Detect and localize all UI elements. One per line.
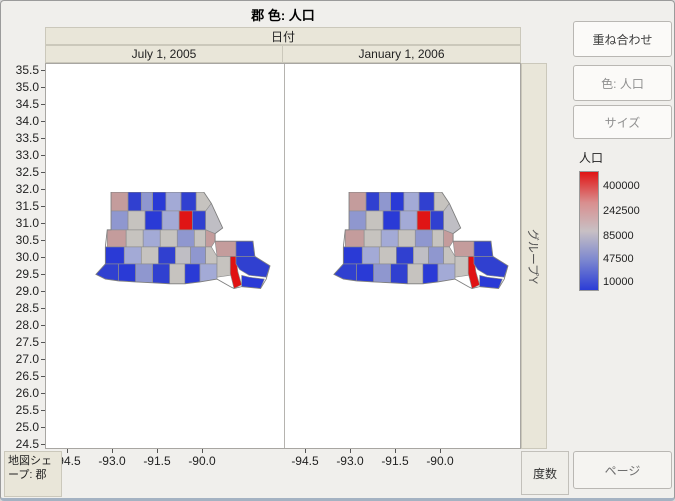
panel-header-january-2006: January 1, 2006 — [283, 45, 521, 63]
y-tick-mark — [41, 291, 45, 292]
x-tick-mark — [157, 449, 158, 453]
y-tick-mark — [41, 87, 45, 88]
freq-zone[interactable]: 度数 — [521, 451, 569, 495]
panel-header-july-2005: July 1, 2005 — [45, 45, 283, 63]
x-tick-label: -94.5 — [291, 454, 319, 468]
y-tick-label: 28.5 — [15, 301, 39, 315]
y-tick-mark — [41, 240, 45, 241]
panel-divider — [284, 64, 285, 448]
y-tick-label: 34.5 — [15, 97, 39, 111]
y-tick-mark — [41, 206, 45, 207]
y-tick-label: 31.0 — [15, 216, 39, 230]
y-tick-mark — [41, 444, 45, 445]
x-tick-label: -91.5 — [143, 454, 171, 468]
x-tick-mark — [305, 449, 306, 453]
panel-headers: July 1, 2005 January 1, 2006 — [45, 45, 521, 63]
y-tick-label: 26.5 — [15, 369, 39, 383]
legend-gradient-bar[interactable] — [579, 171, 599, 291]
y-tick-mark — [41, 376, 45, 377]
legend-ticks: 400000 242500 85000 47500 10000 — [603, 171, 663, 291]
y-tick-label: 30.0 — [15, 250, 39, 264]
y-tick-label: 24.5 — [15, 437, 39, 451]
louisiana-choropleth-map-2006[interactable] — [330, 192, 510, 298]
y-tick-label: 35.0 — [15, 80, 39, 94]
group-y-strip[interactable]: グループY — [521, 63, 547, 449]
y-tick-mark — [41, 393, 45, 394]
y-tick-label: 25.5 — [15, 403, 39, 417]
y-tick-mark — [41, 121, 45, 122]
y-tick-mark — [41, 427, 45, 428]
color-button[interactable]: 色: 人口 — [573, 65, 672, 101]
y-tick-mark — [41, 138, 45, 139]
x-tick-mark — [440, 449, 441, 453]
y-tick-mark — [41, 70, 45, 71]
graph-title: 郡 色: 人口 — [251, 8, 315, 23]
overlay-button-label: 重ね合わせ — [592, 32, 653, 47]
y-tick-mark — [41, 274, 45, 275]
facet-variable-header[interactable]: 日付 — [45, 27, 521, 45]
y-tick-mark — [41, 223, 45, 224]
y-tick-mark — [41, 257, 45, 258]
y-tick-label: 31.5 — [15, 199, 39, 213]
color-button-label: 色: 人口 — [601, 76, 644, 91]
y-tick-label: 32.5 — [15, 165, 39, 179]
map-shape-zone[interactable]: 地図シェープ: 郡 — [4, 451, 62, 497]
y-tick-mark — [41, 359, 45, 360]
y-axis[interactable]: 35.5 35.0 34.5 34.0 33.5 33.0 32.5 32.0 31.5 31.0… — [1, 1, 45, 498]
y-tick-label: 33.0 — [15, 148, 39, 162]
y-tick-mark — [41, 104, 45, 105]
plot-area[interactable] — [45, 63, 521, 449]
y-tick-mark — [41, 155, 45, 156]
y-tick-label: 27.5 — [15, 335, 39, 349]
x-tick-mark — [395, 449, 396, 453]
y-tick-label: 27.0 — [15, 352, 39, 366]
legend-title: 人口 — [579, 151, 604, 165]
y-tick-label: 29.5 — [15, 267, 39, 281]
x-tick-label: -90.0 — [188, 454, 216, 468]
y-tick-mark — [41, 172, 45, 173]
x-tick-mark — [67, 449, 68, 453]
x-tick-label: -93.0 — [336, 454, 364, 468]
y-tick-mark — [41, 410, 45, 411]
x-tick-label: -90.0 — [426, 454, 454, 468]
y-tick-label: 29.0 — [15, 284, 39, 298]
y-tick-label: 30.5 — [15, 233, 39, 247]
x-tick-label: -93.0 — [98, 454, 126, 468]
y-tick-label: 35.5 — [15, 63, 39, 77]
y-tick-label: 28.0 — [15, 318, 39, 332]
y-tick-mark — [41, 308, 45, 309]
page-button-label: ページ — [604, 463, 641, 478]
overlay-button[interactable]: 重ね合わせ — [573, 21, 672, 57]
louisiana-choropleth-map-2005[interactable] — [92, 192, 272, 298]
facet-variable-label: 日付 — [270, 29, 295, 44]
size-button-label: サイズ — [604, 115, 641, 130]
y-tick-label: 34.0 — [15, 114, 39, 128]
x-tick-label: -91.5 — [381, 454, 409, 468]
legend-tick-label: 85000 — [603, 230, 634, 242]
legend-tick-label: 242500 — [603, 205, 640, 217]
y-tick-mark — [41, 189, 45, 190]
y-tick-label: 26.0 — [15, 386, 39, 400]
y-tick-mark — [41, 325, 45, 326]
freq-zone-label: 度数 — [532, 466, 557, 481]
x-tick-mark — [202, 449, 203, 453]
y-tick-label: 32.0 — [15, 182, 39, 196]
legend-tick-label: 10000 — [603, 276, 634, 288]
legend-tick-label: 400000 — [603, 180, 640, 192]
size-button[interactable]: サイズ — [573, 105, 672, 139]
group-y-label: グループY — [526, 228, 541, 284]
y-tick-label: 25.0 — [15, 420, 39, 434]
legend-tick-label: 47500 — [603, 253, 634, 265]
x-tick-mark — [112, 449, 113, 453]
page-button[interactable]: ページ — [573, 451, 672, 489]
x-tick-mark — [350, 449, 351, 453]
y-tick-mark — [41, 342, 45, 343]
y-tick-label: 33.5 — [15, 131, 39, 145]
x-axis[interactable]: -94.5 -93.0 -91.5 -90.0 -94.5 -93.0 -91.5 -90.0 — [1, 449, 547, 473]
